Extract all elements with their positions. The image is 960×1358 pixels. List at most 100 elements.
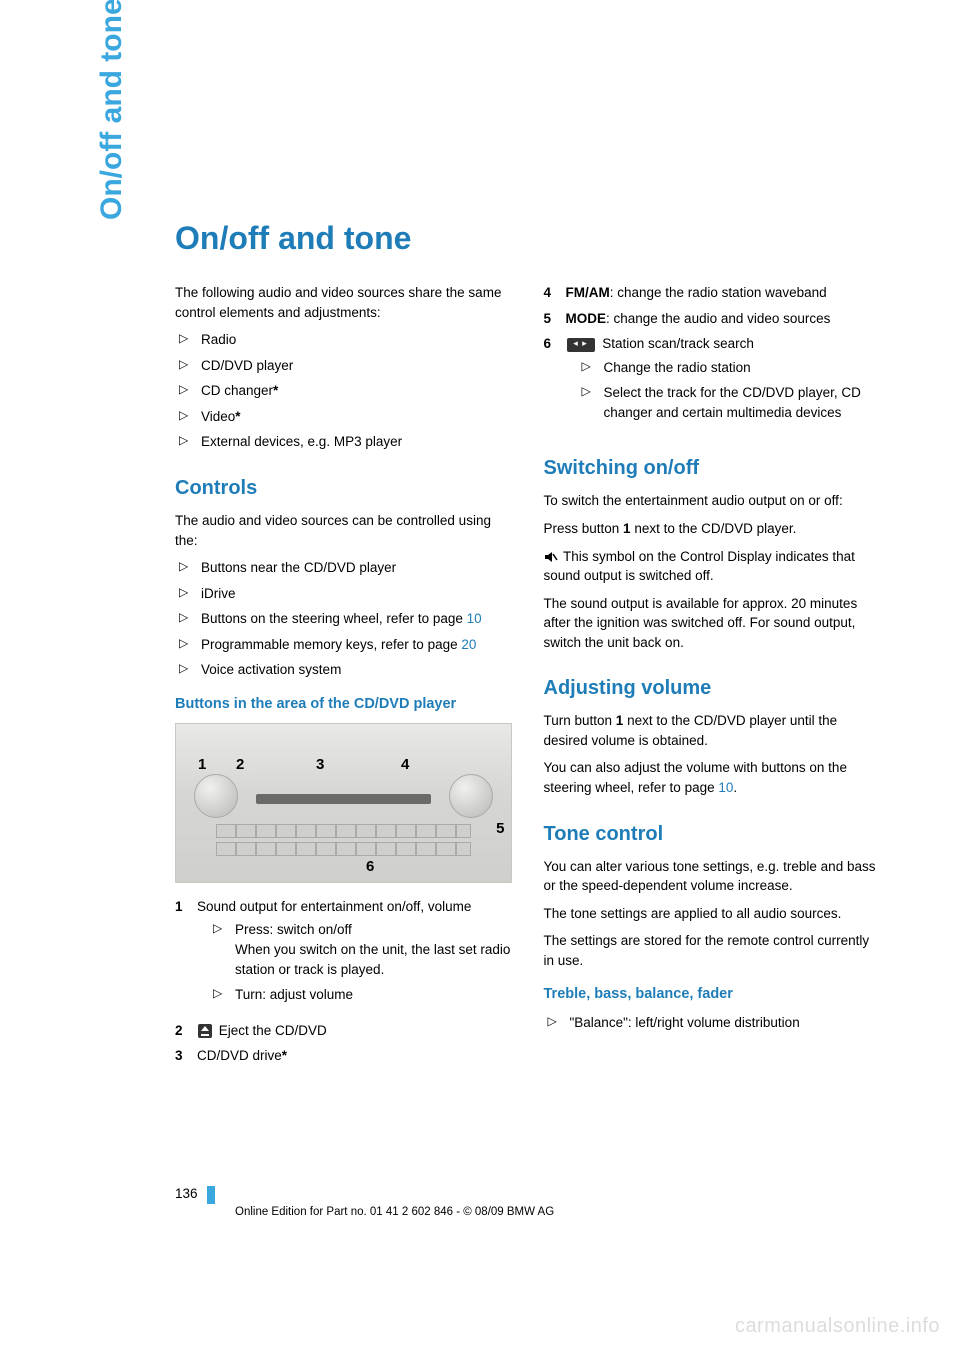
numbered-item-6: 6 Station scan/track search Change the r… [544, 334, 881, 432]
numbered-item-1: 1 Sound output for entertainment on/off,… [175, 897, 512, 1015]
page-link[interactable]: 10 [467, 611, 482, 626]
controls-list: Buttons near the CD/DVD player iDrive Bu… [175, 558, 512, 680]
item-body: FM/AM: change the radio station waveband [566, 283, 881, 303]
watermark: carmanualsonline.info [735, 1315, 940, 1338]
item-body: CD/DVD drive* [197, 1046, 512, 1066]
list-item-text: CD changer [201, 383, 273, 398]
list-item-text: Press: switch on/off [235, 922, 352, 937]
section-heading-controls: Controls [175, 474, 512, 503]
list-item: Change the radio station [578, 358, 881, 378]
paragraph: The settings are stored for the remote c… [544, 931, 881, 970]
column-left: The following audio and video sources sh… [175, 283, 512, 1072]
item-text: : change the audio and video sources [606, 311, 830, 326]
figure-callout-4: 4 [401, 754, 409, 776]
list-item-text: Turn: adjust volume [235, 987, 353, 1002]
column-right: 4 FM/AM: change the radio station waveba… [544, 283, 881, 1072]
paragraph: You can alter various tone settings, e.g… [544, 857, 881, 896]
list-item-text: iDrive [201, 586, 236, 601]
list-item-text: When you switch on the unit, the last se… [235, 942, 510, 977]
button-number: 1 [623, 521, 631, 536]
list-item: CD changer* [175, 381, 512, 401]
scan-track-icon [567, 338, 595, 352]
item-number: 1 [175, 897, 197, 1015]
numbered-item-5: 5 MODE: change the audio and video sourc… [544, 309, 881, 329]
nested-list: Press: switch on/off When you switch on … [209, 920, 512, 1004]
page-link[interactable]: 20 [461, 637, 476, 652]
list-item: Select the track for the CD/DVD player, … [578, 383, 881, 422]
list-item: External devices, e.g. MP3 player [175, 432, 512, 452]
item-text: CD/DVD drive [197, 1048, 282, 1063]
paragraph: Press button 1 next to the CD/DVD player… [544, 519, 881, 539]
option-asterisk: * [282, 1048, 287, 1063]
page-footer: 136 Online Edition for Part no. 01 41 2 … [175, 1186, 880, 1218]
text: . [733, 780, 737, 795]
intro-paragraph: The following audio and video sources sh… [175, 283, 512, 322]
cd-dvd-player-figure: 1 2 3 4 5 6 [175, 723, 512, 883]
page-title: On/off and tone [175, 220, 880, 257]
item-text: Sound output for entertainment on/off, v… [197, 899, 471, 914]
item-label: FM/AM [566, 285, 610, 300]
subsection-heading-buttons: Buttons in the area of the CD/DVD player [175, 694, 512, 715]
list-item-text: Voice activation system [201, 662, 341, 677]
section-heading-tone: Tone control [544, 820, 881, 849]
figure-knob [449, 774, 493, 818]
figure-callout-3: 3 [316, 754, 324, 776]
list-item-text: CD/DVD player [201, 358, 293, 373]
text: next to the CD/DVD player. [631, 521, 797, 536]
option-asterisk: * [235, 409, 240, 424]
list-item: Press: switch on/off When you switch on … [209, 920, 512, 979]
list-item: Radio [175, 330, 512, 350]
figure-cd-slot [256, 794, 431, 804]
two-column-layout: The following audio and video sources sh… [175, 283, 880, 1072]
figure-callout-1: 1 [198, 754, 206, 776]
list-item: Turn: adjust volume [209, 985, 512, 1005]
list-item-text: External devices, e.g. MP3 player [201, 434, 402, 449]
list-item: "Balance": left/right volume distributio… [544, 1013, 881, 1033]
list-item: Buttons on the steering wheel, refer to … [175, 609, 512, 629]
list-item: Video* [175, 407, 512, 427]
item-number: 2 [175, 1021, 197, 1041]
list-item: Buttons near the CD/DVD player [175, 558, 512, 578]
side-tab-label: On/off and tone [95, 0, 129, 220]
text: Press button [544, 521, 624, 536]
footer-accent-bar [207, 1186, 215, 1204]
option-asterisk: * [273, 383, 278, 398]
list-item-text: Radio [201, 332, 236, 347]
footer-edition-line: Online Edition for Part no. 01 41 2 602 … [235, 1206, 880, 1218]
list-item-text: Select the track for the CD/DVD player, … [604, 385, 861, 420]
paragraph: You can also adjust the volume with butt… [544, 758, 881, 797]
numbered-item-3: 3 CD/DVD drive* [175, 1046, 512, 1066]
list-item-text: Video [201, 409, 235, 424]
paragraph: To switch the entertainment audio output… [544, 491, 881, 511]
sources-list: Radio CD/DVD player CD changer* Video* E… [175, 330, 512, 452]
item-body: Sound output for entertainment on/off, v… [197, 897, 512, 1015]
paragraph: Turn button 1 next to the CD/DVD player … [544, 711, 881, 750]
figure-callout-6: 6 [366, 856, 374, 878]
paragraph: The tone settings are applied to all aud… [544, 904, 881, 924]
subsection-heading-treble: Treble, bass, balance, fader [544, 984, 881, 1005]
numbered-item-4: 4 FM/AM: change the radio station waveba… [544, 283, 881, 303]
controls-intro: The audio and video sources can be contr… [175, 511, 512, 550]
list-item-text: "Balance": left/right volume distributio… [570, 1015, 800, 1030]
treble-list: "Balance": left/right volume distributio… [544, 1013, 881, 1033]
eject-icon [198, 1024, 212, 1038]
page-link[interactable]: 10 [718, 780, 733, 795]
item-text: Eject the CD/DVD [219, 1023, 327, 1038]
list-item-text: Buttons on the steering wheel, refer to … [201, 611, 467, 626]
item-label: MODE [566, 311, 607, 326]
page-number: 136 [175, 1186, 198, 1201]
item-body: Eject the CD/DVD [197, 1021, 512, 1041]
paragraph: The sound output is available for approx… [544, 594, 881, 653]
item-number: 5 [544, 309, 566, 329]
text: This symbol on the Control Display indic… [544, 549, 855, 584]
figure-callout-2: 2 [236, 754, 244, 776]
figure-callout-5: 5 [496, 818, 504, 840]
figure-button-row [216, 842, 471, 856]
list-item: Programmable memory keys, refer to page … [175, 635, 512, 655]
paragraph: This symbol on the Control Display indic… [544, 547, 881, 586]
numbered-item-2: 2 Eject the CD/DVD [175, 1021, 512, 1041]
text: You can also adjust the volume with butt… [544, 760, 847, 795]
page: On/off and tone On/off and tone The foll… [0, 0, 960, 1358]
section-heading-volume: Adjusting volume [544, 674, 881, 703]
item-body: Station scan/track search Change the rad… [566, 334, 881, 432]
